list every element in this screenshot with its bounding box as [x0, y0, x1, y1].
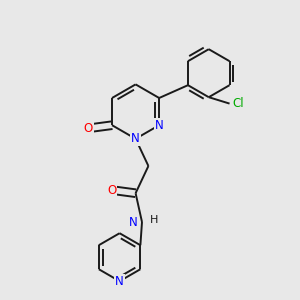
- Text: N: N: [128, 215, 137, 229]
- Text: Cl: Cl: [233, 97, 244, 110]
- Text: N: N: [131, 132, 140, 145]
- Text: N: N: [115, 275, 124, 288]
- Text: N: N: [155, 119, 164, 132]
- Text: H: H: [150, 215, 158, 225]
- Text: O: O: [107, 184, 116, 196]
- Text: O: O: [83, 122, 93, 135]
